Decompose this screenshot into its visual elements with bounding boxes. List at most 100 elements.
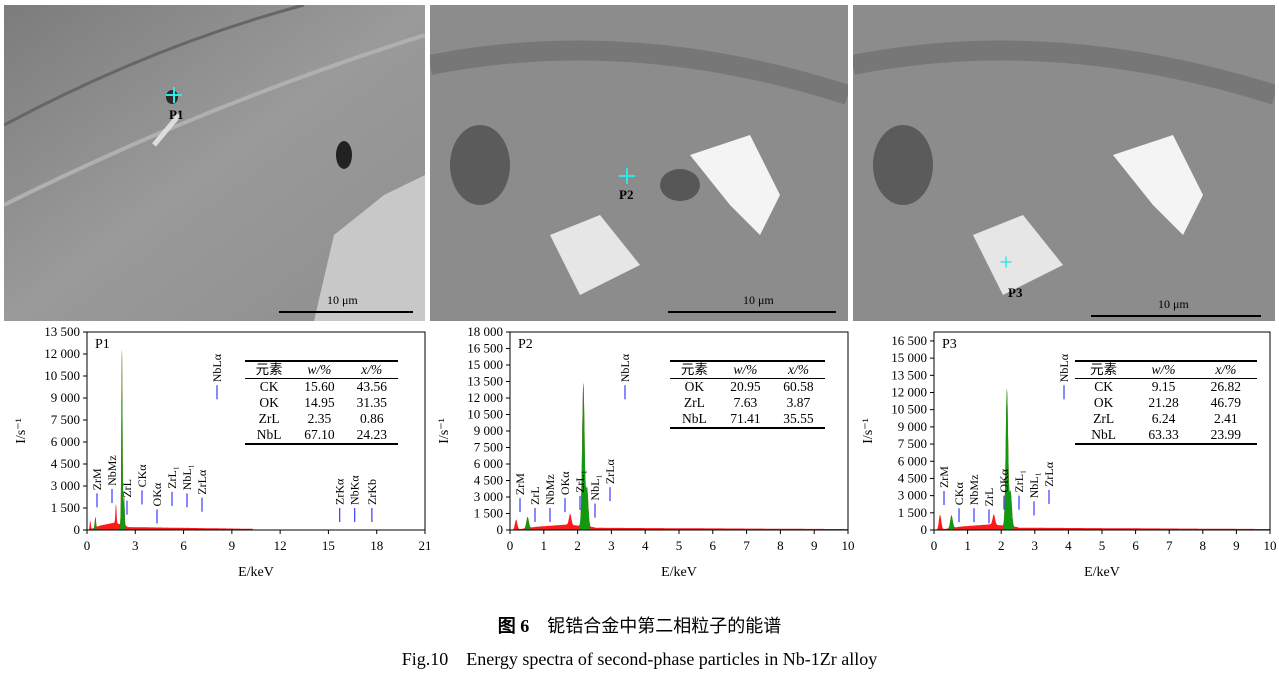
line-label: NbKα <box>348 475 362 505</box>
y-tick-label: 9 000 <box>474 423 503 438</box>
table-cell: 63.33 <box>1148 427 1179 442</box>
sem-micrograph-p3: P3 10 μm <box>853 5 1275 321</box>
scale-bar <box>668 311 836 313</box>
table-cell: 2.35 <box>307 411 332 426</box>
y-tick-label: 0 <box>921 522 928 537</box>
y-tick-label: 4 500 <box>51 456 80 471</box>
table-cell: NbL <box>1091 427 1117 442</box>
table-header: 元素 <box>1075 361 1133 379</box>
line-label: ZrL <box>120 479 134 498</box>
line-label: ZrL₁ <box>1012 470 1026 493</box>
line-label: ZrM <box>937 466 951 488</box>
table-row: ZrL 7.63 3.87 <box>670 395 825 411</box>
line-label: ZrL₁ <box>165 466 179 489</box>
table-cell: CK <box>1094 379 1114 394</box>
table-cell: 9.15 <box>1151 379 1176 394</box>
x-tick-label: 5 <box>1099 538 1106 553</box>
line-label: NbLα <box>210 353 224 382</box>
table-cell: 31.35 <box>356 395 387 410</box>
line-label: ZrLα <box>1042 461 1056 487</box>
y-tick-label: 1 500 <box>898 505 927 520</box>
x-tick-label: 1 <box>541 538 548 553</box>
line-label: OKα <box>150 482 164 506</box>
composition-table: 元素 w/% x/% CK 15.60 43.56 OK 14.95 31.35 ZrL 2.35 0… <box>245 360 398 445</box>
table-cell: 20.95 <box>730 379 761 394</box>
eds-spectrum-p1: ZrM NbMz ZrL CKα OKα ZrL₁ NbL₁ ZrLα NbLα ZrKα NbKα… <box>0 325 430 585</box>
caption-chinese: 图 6 铌锆合金中第二相粒子的能谱 <box>0 612 1279 638</box>
table-cell: NbL <box>256 427 282 442</box>
x-tick-label: 2 <box>574 538 581 553</box>
x-tick-label: 18 <box>370 538 383 553</box>
table-header: w/% <box>1132 361 1195 379</box>
table-cell: ZrL <box>1093 411 1115 426</box>
y-tick-label: 13 500 <box>891 367 927 382</box>
y-axis-label: I/s⁻¹ <box>14 418 29 444</box>
x-tick-label: 4 <box>642 538 649 553</box>
y-tick-label: 9 000 <box>898 419 927 434</box>
line-label: NbLα <box>1057 353 1071 382</box>
point-marker <box>166 87 182 103</box>
y-tick-label: 10 500 <box>44 368 80 383</box>
line-label: NbL₁ <box>588 474 602 500</box>
y-tick-label: 15 000 <box>891 350 927 365</box>
y-tick-label: 6 000 <box>51 434 80 449</box>
point-marker <box>619 168 635 184</box>
x-tick-label: 15 <box>322 538 335 553</box>
x-tick-label: 3 <box>1032 538 1039 553</box>
table-cell: CK <box>259 379 279 394</box>
line-label: CKα <box>952 482 966 506</box>
x-tick-label: 6 <box>180 538 187 553</box>
caption-en-text: Energy spectra of second-phase particles… <box>466 649 878 669</box>
table-cell: ZrL <box>683 395 705 410</box>
line-label: NbL₁ <box>180 464 194 490</box>
table-header: x/% <box>771 361 825 379</box>
y-tick-label: 13 500 <box>467 374 503 389</box>
plot-frame <box>86 331 426 531</box>
table-cell: 14.95 <box>304 395 335 410</box>
y-tick-label: 16 500 <box>467 341 503 356</box>
y-axis-label: I/s⁻¹ <box>437 418 452 444</box>
y-tick-label: 12 000 <box>467 390 503 405</box>
sem-micrograph-p1: P1 10 μm <box>4 5 425 321</box>
line-label: OKα <box>997 468 1011 492</box>
table-row: OK 20.95 60.58 <box>670 379 825 396</box>
table-header: x/% <box>345 361 398 379</box>
x-tick-label: 10 <box>1264 538 1277 553</box>
table-row: NbL 63.33 23.99 <box>1075 427 1257 444</box>
table-row: OK 21.28 46.79 <box>1075 395 1257 411</box>
y-tick-label: 7 500 <box>51 412 80 427</box>
y-tick-label: 10 500 <box>467 407 503 422</box>
table-cell: 67.10 <box>304 427 335 442</box>
x-tick-label: 3 <box>608 538 615 553</box>
table-header: 元素 <box>245 361 294 379</box>
line-label: NbLα <box>618 353 632 382</box>
x-axis-label: E/keV <box>661 565 697 580</box>
table-header: x/% <box>1194 361 1257 379</box>
table-cell: 7.63 <box>733 395 758 410</box>
table-header: 元素 <box>670 361 719 379</box>
table-row: NbL 71.41 35.55 <box>670 411 825 428</box>
spectrum-title: P1 <box>95 337 110 352</box>
y-tick-label: 13 500 <box>44 325 80 339</box>
scale-label: 10 μm <box>327 293 358 307</box>
line-label: ZrL₁ <box>573 470 587 493</box>
line-label: ZrLα <box>195 469 209 495</box>
line-label: ZrL <box>982 488 996 507</box>
scale-label: 10 μm <box>1158 297 1189 311</box>
y-tick-label: 16 500 <box>891 333 927 348</box>
line-label: NbMz <box>967 475 981 506</box>
y-tick-label: 18 000 <box>467 325 503 339</box>
y-tick-label: 15 000 <box>467 357 503 372</box>
y-tick-label: 1 500 <box>51 500 80 515</box>
x-tick-label: 0 <box>931 538 938 553</box>
x-tick-label: 8 <box>1200 538 1207 553</box>
table-cell: 15.60 <box>304 379 335 394</box>
x-tick-label: 0 <box>507 538 514 553</box>
line-label: ZrL <box>528 486 542 505</box>
table-cell: 2.41 <box>1214 411 1238 426</box>
table-row: ZrL 6.24 2.41 <box>1075 411 1257 427</box>
y-tick-label: 7 500 <box>474 440 503 455</box>
scale-bar <box>1091 315 1261 317</box>
y-tick-label: 1 500 <box>474 506 503 521</box>
